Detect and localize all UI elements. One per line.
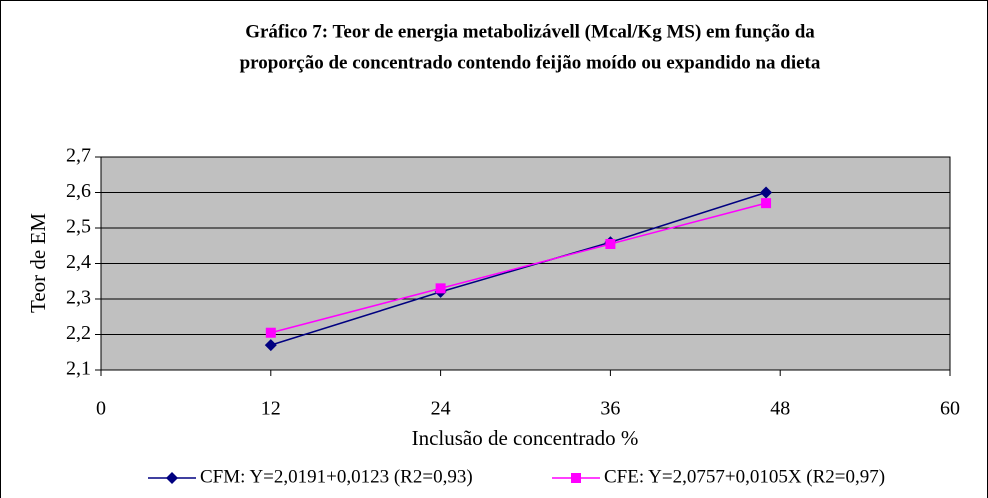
y-tick-label: 2,6	[66, 180, 91, 202]
series-line	[270, 191, 767, 346]
legend-marker	[166, 472, 178, 484]
y-axis-label: Teor de EM	[26, 213, 50, 313]
x-tick-label: 0	[96, 398, 106, 420]
y-tick-label: 2,2	[66, 322, 91, 344]
y-tick-label: 2,3	[66, 287, 91, 309]
x-tick-label: 36	[600, 398, 620, 420]
legend-label: CFM: Y=2,0191+0,0123 (R2=0,93)	[200, 466, 473, 487]
x-tick-label: 24	[431, 398, 451, 420]
chart-title: proporção de concentrado contendo feijão…	[240, 52, 821, 73]
marker	[761, 198, 772, 209]
x-tick-label: 12	[261, 398, 281, 420]
marker	[265, 327, 276, 338]
y-tick-label: 2,4	[66, 251, 91, 273]
x-tick-label: 48	[770, 398, 790, 420]
legend-label: CFE: Y=2,0757+0,0105X (R2=0,97)	[604, 466, 885, 487]
legend-marker	[571, 473, 581, 483]
y-tick-label: 2,7	[66, 145, 91, 167]
chart-title: Gráfico 7: Teor de energia metabolizável…	[245, 21, 815, 42]
series-line	[270, 202, 767, 334]
marker	[435, 283, 446, 294]
x-axis-label: Inclusão de concentrado %	[412, 426, 639, 450]
y-tick-label: 2,1	[66, 358, 91, 380]
y-tick-label: 2,5	[66, 216, 91, 238]
marker	[264, 339, 277, 352]
marker	[605, 238, 616, 249]
x-tick-label: 60	[940, 398, 960, 420]
marker	[760, 186, 773, 199]
